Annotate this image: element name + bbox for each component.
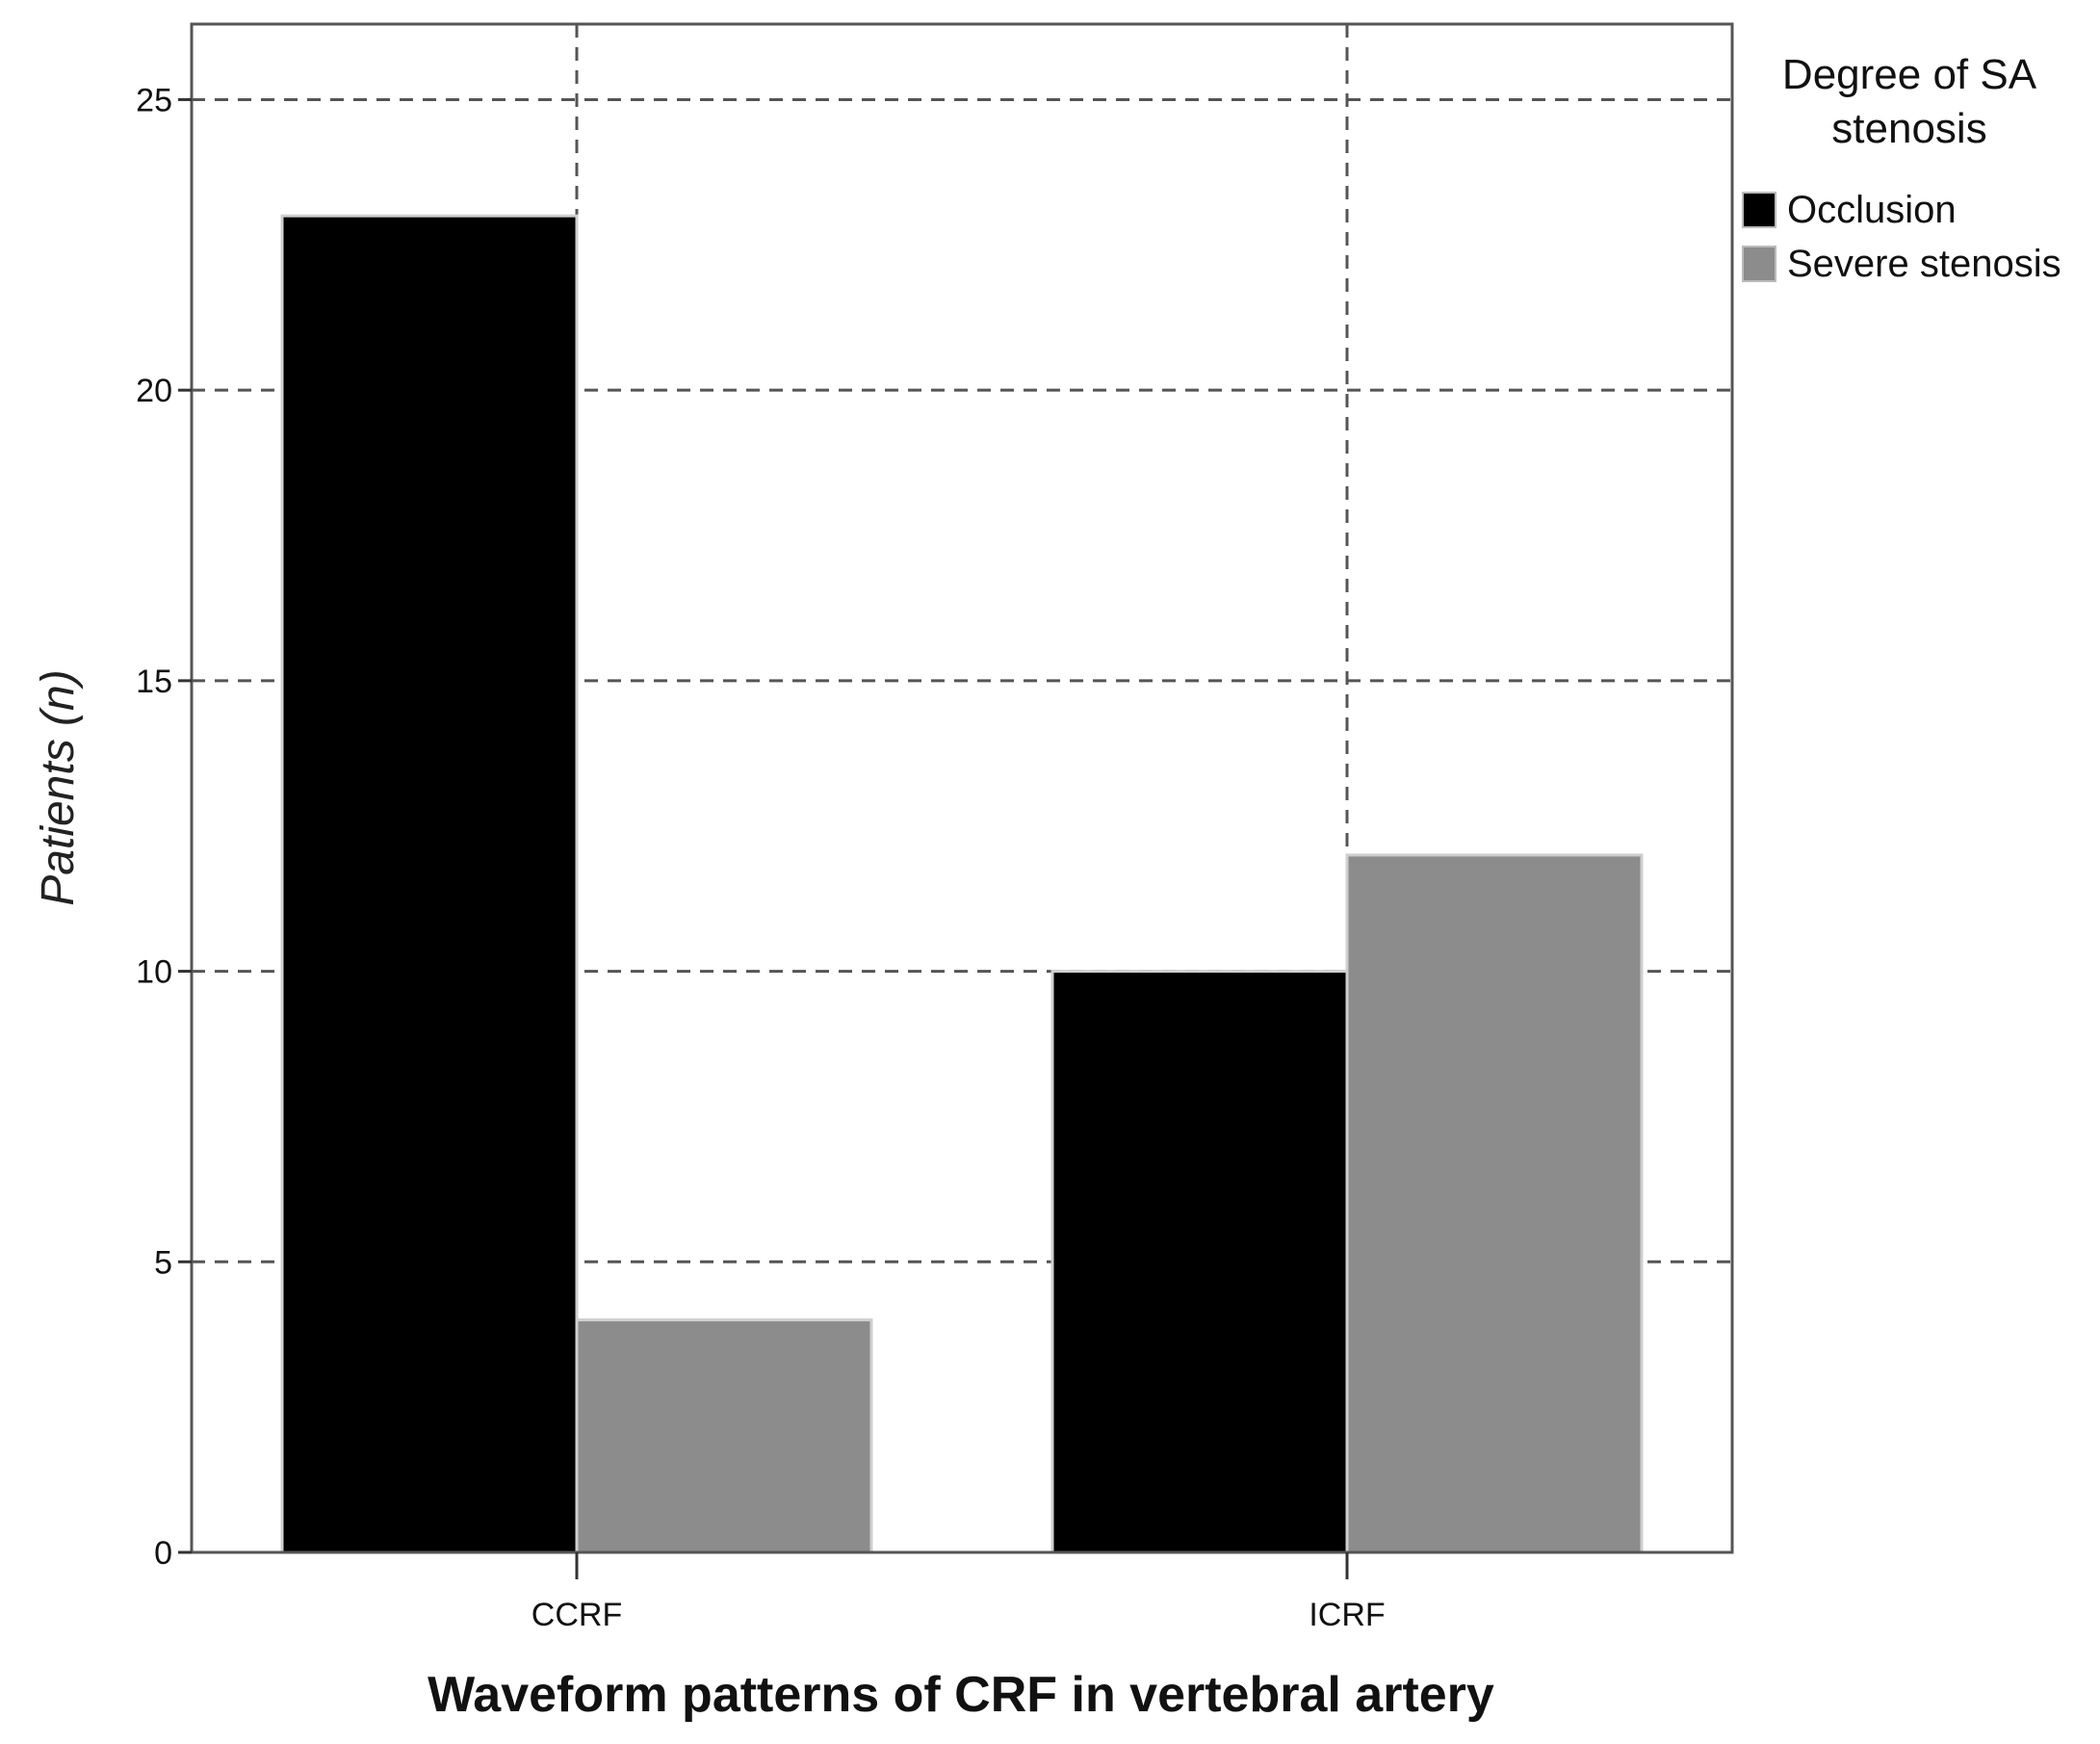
y-tick-label: 10 — [136, 954, 172, 991]
legend-label-occlusion: Occlusion — [1787, 189, 1957, 231]
x-axis: CCRF ICRF — [531, 1552, 1386, 1633]
bar-ccrf-severe-stenosis — [575, 1318, 873, 1554]
y-tick-label: 15 — [136, 664, 172, 700]
legend-label-severe-stenosis: Severe stenosis — [1787, 243, 2061, 285]
legend-swatch-occlusion — [1742, 192, 1776, 228]
y-tick-label: 5 — [154, 1244, 172, 1281]
y-tick-label: 25 — [136, 82, 172, 118]
legend-title-line1: Degree of SA — [1782, 51, 2037, 98]
y-axis: 0 5 10 15 20 25 — [136, 82, 192, 1572]
y-axis-label-unit: n — [33, 685, 84, 711]
y-axis-label-text: Patients — [33, 739, 84, 905]
x-tick-label: ICRF — [1309, 1597, 1385, 1633]
y-tick-label: 20 — [136, 373, 172, 409]
x-axis-label: Waveform patterns of CRF in vertebral ar… — [428, 1667, 1494, 1723]
y-axis-label-close: ) — [33, 669, 84, 690]
legend-swatch-severe-stenosis — [1742, 246, 1776, 282]
bar-icrf-severe-stenosis — [1345, 853, 1644, 1554]
bar-icrf-occlusion — [1050, 970, 1349, 1554]
bar-ccrf-occlusion — [280, 214, 579, 1554]
y-axis-label-open: ( — [33, 706, 84, 726]
y-axis-label: Patients (n) — [33, 669, 84, 905]
x-tick-label: CCRF — [531, 1597, 622, 1633]
plot-frame — [190, 22, 1734, 1554]
legend-title-line2: stenosis — [1831, 105, 1986, 152]
bars — [280, 214, 1644, 1554]
legend: Degree of SA stenosis Occlusion Severe st… — [1742, 51, 2061, 285]
legend-items: Occlusion Severe stenosis — [1742, 189, 2061, 285]
y-tick-label: 0 — [154, 1535, 172, 1572]
